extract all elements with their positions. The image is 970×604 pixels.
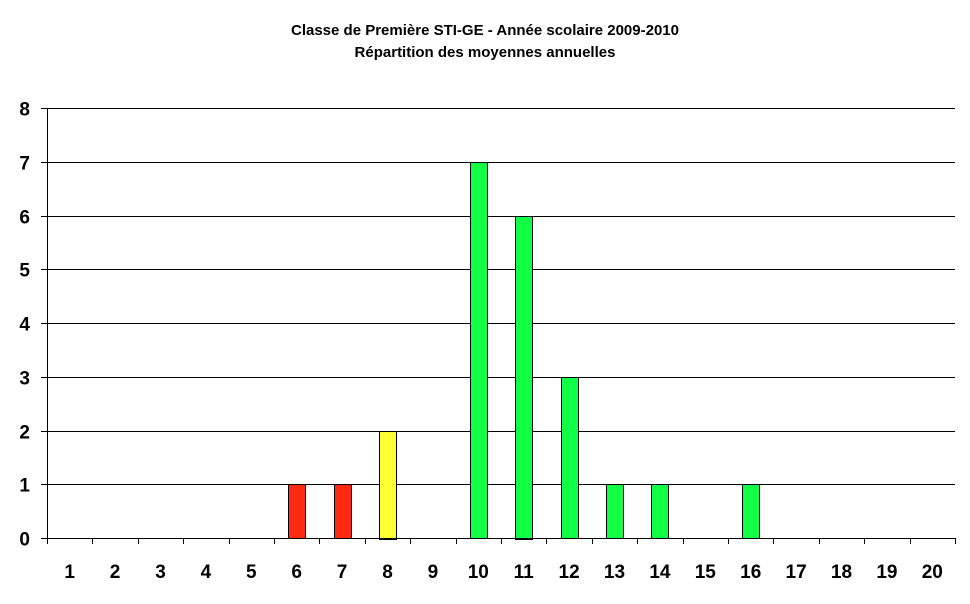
bar-6 [288, 484, 306, 539]
x-tick-label-12: 12 [559, 562, 580, 583]
x-tick-label-11: 11 [514, 562, 535, 583]
x-tick-label-2: 2 [110, 562, 121, 583]
gridlines [47, 108, 955, 485]
x-tick-labels: 1 2 3 4 5 6 7 8 9 10 11 12 13 14 15 16 17 18 19 20 [64, 562, 942, 583]
x-tick-label-6: 6 [291, 562, 302, 583]
y-tick-label-2: 2 [19, 423, 30, 444]
y-tick-label-8: 8 [19, 100, 30, 121]
bar-13 [606, 484, 624, 539]
x-tick-label-1: 1 [64, 562, 75, 583]
x-tick-label-17: 17 [786, 562, 807, 583]
y-tick-label-3: 3 [19, 369, 30, 390]
x-tick-label-14: 14 [649, 562, 671, 583]
y-tick-label-1: 1 [19, 476, 30, 497]
x-tick-label-8: 8 [382, 562, 393, 583]
x-tick-label-19: 19 [876, 562, 897, 583]
bars [288, 162, 760, 540]
chart-title: Classe de Première STI-GE - Année scolai… [291, 22, 679, 39]
bar-7 [334, 484, 352, 539]
x-tick-label-15: 15 [695, 562, 717, 583]
chart-subtitle: Répartition des moyennes annuelles [354, 44, 616, 61]
y-tick-label-5: 5 [19, 261, 30, 282]
x-tick-label-18: 18 [831, 562, 852, 583]
y-tick-labels: 0 1 2 3 4 5 6 7 8 [19, 100, 30, 551]
y-tick-label-0: 0 [19, 530, 30, 551]
x-tick-label-16: 16 [740, 562, 761, 583]
bar-11 [515, 216, 533, 540]
x-tick-label-4: 4 [201, 562, 212, 583]
bar-10 [470, 162, 488, 539]
axes [41, 108, 956, 544]
x-tick-label-13: 13 [604, 562, 625, 583]
bar-8 [379, 431, 397, 540]
y-tick-label-7: 7 [19, 154, 30, 175]
bar-14 [651, 484, 669, 539]
x-tick-label-5: 5 [246, 562, 257, 583]
x-tick-label-3: 3 [155, 562, 166, 583]
bar-16 [742, 484, 760, 539]
bar-12 [561, 377, 579, 539]
y-tick-label-6: 6 [19, 208, 30, 229]
x-tick-label-10: 10 [468, 562, 489, 583]
x-tick-label-9: 9 [428, 562, 439, 583]
x-tick-label-7: 7 [337, 562, 348, 583]
x-tick-label-20: 20 [922, 562, 943, 583]
y-tick-label-4: 4 [19, 315, 30, 336]
